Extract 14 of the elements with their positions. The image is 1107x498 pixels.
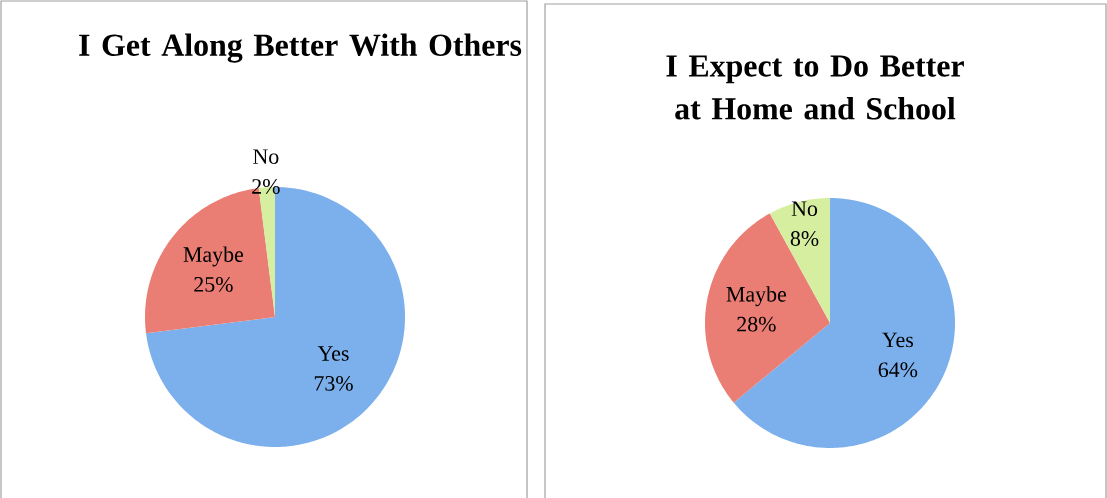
slice-label: Maybe [726,286,787,307]
data-label: 64% [878,362,918,378]
slice-label: Yes [882,332,914,348]
chart-title: I Expect to Do Better at Home and School [666,55,964,120]
slice-label: Maybe [183,246,244,267]
data-label: 28% [737,316,776,332]
slice-label: No [253,149,279,164]
chart-title: I Get Along Better With Others [79,33,522,63]
data-label: 25% [194,277,233,292]
data-label: 2% [252,179,280,194]
data-label: 8% [790,231,819,246]
data-label: 73% [314,375,353,391]
slice-label: No [791,201,818,217]
slice-label: Yes [317,346,349,361]
